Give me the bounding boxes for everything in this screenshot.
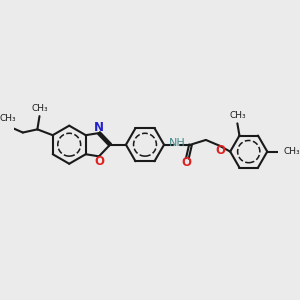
Text: CH₃: CH₃ [229, 111, 246, 120]
Text: CH₃: CH₃ [284, 147, 300, 156]
Text: N: N [94, 121, 104, 134]
Text: CH₃: CH₃ [31, 104, 48, 113]
Text: O: O [94, 155, 104, 168]
Text: O: O [181, 157, 191, 169]
Text: NH: NH [169, 138, 186, 148]
Text: O: O [215, 144, 225, 157]
Text: CH₃: CH₃ [0, 114, 16, 123]
